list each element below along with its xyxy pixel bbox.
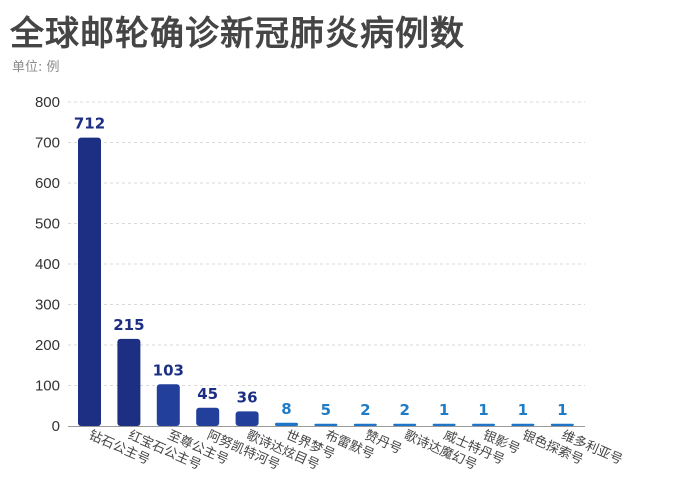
bar (156, 384, 180, 426)
y-tick-label: 0 (52, 418, 60, 435)
gridlines (68, 101, 585, 386)
value-label: 5 (321, 401, 331, 419)
y-tick-label: 200 (35, 337, 60, 354)
bar (511, 423, 535, 426)
unit-label: 单位: 例 (12, 60, 60, 75)
bar (275, 422, 298, 426)
bar (235, 411, 259, 426)
bar (353, 423, 377, 426)
y-tick-label: 700 (35, 135, 60, 152)
y-tick-label: 500 (35, 216, 60, 233)
bar (550, 423, 574, 426)
y-tick-label: 400 (35, 256, 60, 273)
value-label: 1 (478, 401, 488, 419)
value-label: 2 (399, 401, 409, 419)
bar (196, 407, 220, 426)
y-tick-label: 800 (35, 94, 60, 111)
bar (78, 137, 101, 426)
bar (314, 423, 338, 426)
chart-title: 全球邮轮确诊新冠肺炎病例数 (10, 14, 465, 54)
value-label: 36 (237, 388, 258, 406)
bars (78, 137, 574, 426)
bar (393, 423, 417, 426)
bar (117, 338, 141, 426)
value-label: 215 (113, 316, 144, 334)
y-axis-ticks: 0 100 200 300 400 500 600 700 800 (35, 94, 60, 435)
value-label: 1 (557, 401, 567, 419)
category-labels: 钻石公主号红宝石公主号至尊公主号阿努凯特河号歌诗达炫目号世界梦号布雷默号赞丹号歌… (86, 427, 625, 473)
value-labels: 712 215 103 45 36 8 5 2 2 1 1 1 1 (74, 115, 568, 419)
value-label: 103 (153, 361, 184, 379)
value-label: 1 (518, 401, 528, 419)
y-tick-label: 100 (35, 378, 60, 395)
value-label: 45 (197, 385, 218, 403)
bar (472, 423, 495, 426)
value-label: 1 (439, 401, 449, 419)
value-label: 712 (74, 115, 105, 133)
y-tick-label: 600 (35, 175, 60, 192)
y-tick-label: 300 (35, 297, 60, 314)
value-label: 8 (281, 400, 291, 418)
bar (432, 423, 456, 426)
value-label: 2 (360, 401, 370, 419)
